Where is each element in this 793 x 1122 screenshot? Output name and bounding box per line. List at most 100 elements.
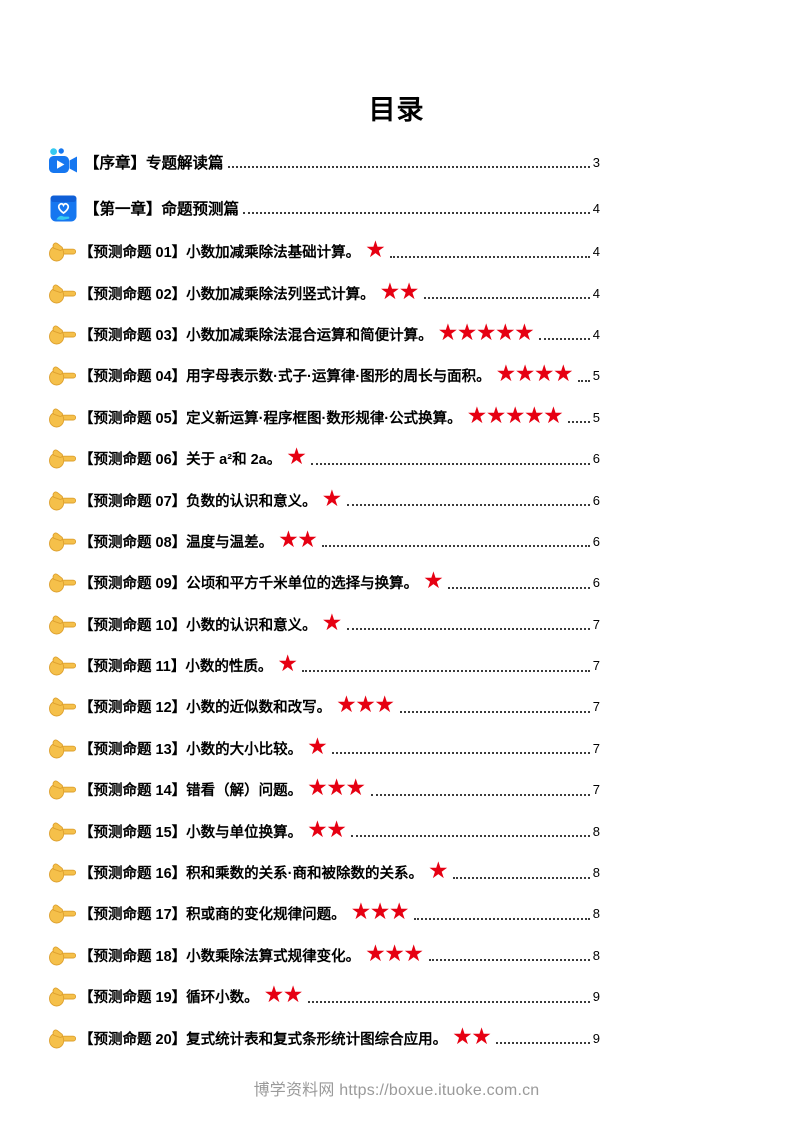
page-number: 9 <box>592 1030 600 1046</box>
toc-item-label[interactable]: 【预测命题 01】小数加减乘除法基础计算。 <box>79 245 361 262</box>
difficulty-stars: ★ <box>427 858 449 885</box>
page-number: 4 <box>592 200 600 216</box>
difficulty-stars: ★★ <box>307 816 347 843</box>
dot-leader <box>332 752 590 755</box>
pointing-finger-icon <box>48 365 76 387</box>
difficulty-stars: ★ <box>286 444 307 471</box>
toc-chapter-row[interactable]: 【序章】专题解读篇 3 <box>48 139 600 185</box>
dot-leader <box>243 212 590 214</box>
dot-leader <box>302 669 590 672</box>
pointing-finger-icon <box>48 655 76 677</box>
toc-item-row[interactable]: 【预测命题 13】小数的大小比较。 ★ 7 <box>48 728 600 769</box>
toc-item-row[interactable]: 【预测命题 18】小数乘除法算式规律变化。 ★★★ 8 <box>48 935 600 976</box>
difficulty-stars: ★ <box>321 485 343 512</box>
toc-item-label[interactable]: 【预测命题 12】小数的近似数和改写。 <box>79 700 332 717</box>
page-number: 7 <box>592 699 600 715</box>
toc-item-label[interactable]: 【预测命题 19】循环小数。 <box>79 990 259 1007</box>
footer-watermark: 博学资料网 https://boxue.ituoke.com.cn <box>253 1082 540 1099</box>
toc-item-row[interactable]: 【预测命题 07】负数的认识和意义。 ★ 6 <box>48 479 600 520</box>
pointing-finger-icon <box>48 448 76 470</box>
dot-leader <box>496 1042 590 1045</box>
page-number: 7 <box>592 782 600 798</box>
toc-chapter-label[interactable]: 【第一章】命题预测篇 <box>84 201 240 218</box>
toc-item-row[interactable]: 【预测命题 20】复式统计表和复式条形统计图综合应用。 ★★ 9 <box>48 1017 600 1058</box>
toc-item-label[interactable]: 【预测命题 07】负数的认识和意义。 <box>79 493 317 510</box>
toc-item-label[interactable]: 【预测命题 14】错看（解）问题。 <box>79 783 303 800</box>
toc-item-label[interactable]: 【预测命题 05】定义新运算·程序框图·数形规律·公式换算。 <box>79 410 462 427</box>
toc-item-label[interactable]: 【预测命题 15】小数与单位换算。 <box>79 824 303 841</box>
page-number: 7 <box>592 658 600 674</box>
toc-item-row[interactable]: 【预测命题 02】小数加减乘除法列竖式计算。 ★★ 4 <box>48 272 600 313</box>
page-number: 7 <box>592 616 600 632</box>
toc-item-row[interactable]: 【预测命题 04】用字母表示数·式子·运算律·图形的周长与面积。 ★★★★ 5 <box>48 355 600 396</box>
pointing-finger-icon <box>48 323 76 345</box>
toc-item-row[interactable]: 【预测命题 06】关于 a²和 2a。 ★ 6 <box>48 438 600 479</box>
dot-leader <box>423 297 590 300</box>
toc-item-label[interactable]: 【预测命题 03】小数加减乘除法混合运算和简便计算。 <box>79 327 433 344</box>
dot-leader <box>428 959 590 962</box>
toc-item-label[interactable]: 【预测命题 11】小数的性质。 <box>79 659 273 676</box>
toc-item-row[interactable]: 【预测命题 08】温度与温差。 ★★ 6 <box>48 521 600 562</box>
pointing-finger-icon <box>48 696 76 718</box>
pointing-finger-icon <box>48 944 76 966</box>
toc-item-label[interactable]: 【预测命题 02】小数加减乘除法列竖式计算。 <box>79 286 375 303</box>
dot-leader <box>311 462 590 465</box>
toc-chapter-row[interactable]: 【第一章】命题预测篇 4 <box>48 185 600 231</box>
toc-item-label[interactable]: 【预测命题 13】小数的大小比较。 <box>79 741 303 758</box>
pointing-finger-icon <box>48 779 76 801</box>
page-number: 7 <box>592 740 600 756</box>
toc-item-label[interactable]: 【预测命题 18】小数乘除法算式规律变化。 <box>79 948 361 965</box>
dot-leader <box>568 421 590 424</box>
difficulty-stars: ★★★★★ <box>466 402 564 429</box>
toc-item-row[interactable]: 【预测命题 12】小数的近似数和改写。 ★★★ 7 <box>48 686 600 727</box>
toc-item-label[interactable]: 【预测命题 20】复式统计表和复式条形统计图综合应用。 <box>79 1031 448 1048</box>
page-number: 6 <box>592 451 600 467</box>
toc-item-label[interactable]: 【预测命题 09】公顷和平方千米单位的选择与换算。 <box>79 576 419 593</box>
toc-item-row[interactable]: 【预测命题 14】错看（解）问题。 ★★★ 7 <box>48 769 600 810</box>
toc-item-row[interactable]: 【预测命题 11】小数的性质。 ★ 7 <box>48 645 600 686</box>
difficulty-stars: ★ <box>365 237 386 264</box>
dot-leader <box>351 835 590 838</box>
toc-item-row[interactable]: 【预测命题 17】积或商的变化规律问题。 ★★★ 8 <box>48 893 600 934</box>
difficulty-stars: ★★★★★ <box>437 319 535 346</box>
dot-leader <box>453 876 590 879</box>
pointing-finger-icon <box>48 903 76 925</box>
dot-leader <box>346 628 590 631</box>
difficulty-stars: ★★ <box>278 526 318 553</box>
dot-leader <box>578 379 590 382</box>
page-title: 目录 <box>368 95 425 125</box>
page-number: 6 <box>592 533 600 549</box>
heart-book-icon <box>48 193 78 223</box>
dot-leader <box>448 586 590 589</box>
toc-item-list: 【预测命题 01】小数加减乘除法基础计算。 ★ 4 【预测命题 02】小数加减乘… <box>48 231 600 1059</box>
difficulty-stars: ★★★ <box>350 899 410 926</box>
toc-item-label[interactable]: 【预测命题 04】用字母表示数·式子·运算律·图形的周长与面积。 <box>79 369 491 386</box>
toc-item-label[interactable]: 【预测命题 16】积和乘数的关系·商和被除数的关系。 <box>79 866 423 883</box>
toc-item-row[interactable]: 【预测命题 16】积和乘数的关系·商和被除数的关系。 ★ 8 <box>48 852 600 893</box>
toc-item-label[interactable]: 【预测命题 08】温度与温差。 <box>79 534 274 551</box>
toc-item-row[interactable]: 【预测命题 19】循环小数。 ★★ 9 <box>48 976 600 1017</box>
toc-item-row[interactable]: 【预测命题 09】公顷和平方千米单位的选择与换算。 ★ 6 <box>48 562 600 603</box>
dot-leader <box>307 1000 590 1003</box>
dot-leader <box>390 255 590 258</box>
difficulty-stars: ★★★ <box>365 940 424 967</box>
page-number: 8 <box>592 947 600 963</box>
toc-item-row[interactable]: 【预测命题 01】小数加减乘除法基础计算。 ★ 4 <box>48 231 600 272</box>
page-number: 6 <box>592 575 600 591</box>
toc-item-row[interactable]: 【预测命题 05】定义新运算·程序框图·数形规律·公式换算。 ★★★★★ 5 <box>48 397 600 438</box>
toc-item-label[interactable]: 【预测命题 06】关于 a²和 2a。 <box>79 452 282 469</box>
toc-item-label[interactable]: 【预测命题 17】积或商的变化规律问题。 <box>79 907 346 924</box>
difficulty-stars: ★★★ <box>307 775 366 802</box>
pointing-finger-icon <box>48 406 76 428</box>
toc-item-row[interactable]: 【预测命题 10】小数的认识和意义。 ★ 7 <box>48 604 600 645</box>
table-of-contents: 【序章】专题解读篇 3 【第一章】命题预测篇 4 <box>48 139 600 1059</box>
toc-item-row[interactable]: 【预测命题 15】小数与单位换算。 ★★ 8 <box>48 810 600 851</box>
difficulty-stars: ★★ <box>263 982 304 1009</box>
pointing-finger-icon <box>48 489 76 511</box>
toc-item-label[interactable]: 【预测命题 10】小数的认识和意义。 <box>79 617 317 634</box>
difficulty-stars: ★★★ <box>336 692 395 719</box>
toc-chapter-label[interactable]: 【序章】专题解读篇 <box>84 155 224 172</box>
toc-item-row[interactable]: 【预测命题 03】小数加减乘除法混合运算和简便计算。 ★★★★★ 4 <box>48 314 600 355</box>
dot-leader <box>370 793 590 796</box>
pointing-finger-icon <box>48 862 76 884</box>
